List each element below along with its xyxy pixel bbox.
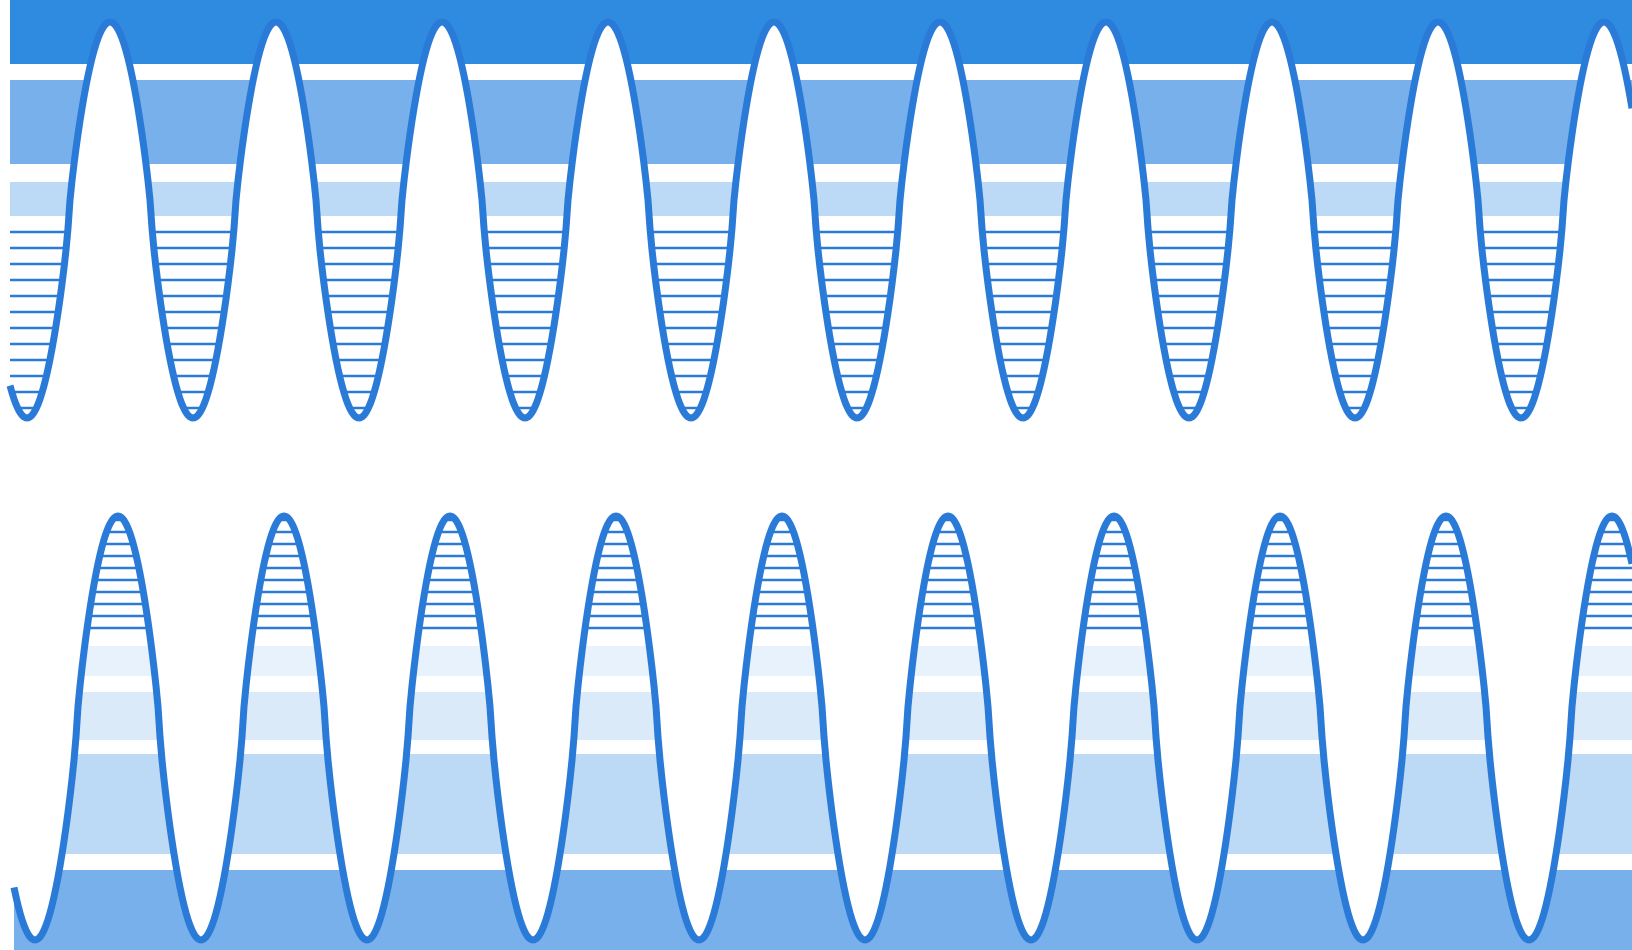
top-wave-outline — [6, 18, 1632, 422]
top-band-dark — [10, 0, 1632, 64]
top-band-gap — [10, 64, 1632, 80]
bottom-wave-outline — [10, 512, 1632, 944]
bottom-band-gap — [14, 854, 1632, 870]
